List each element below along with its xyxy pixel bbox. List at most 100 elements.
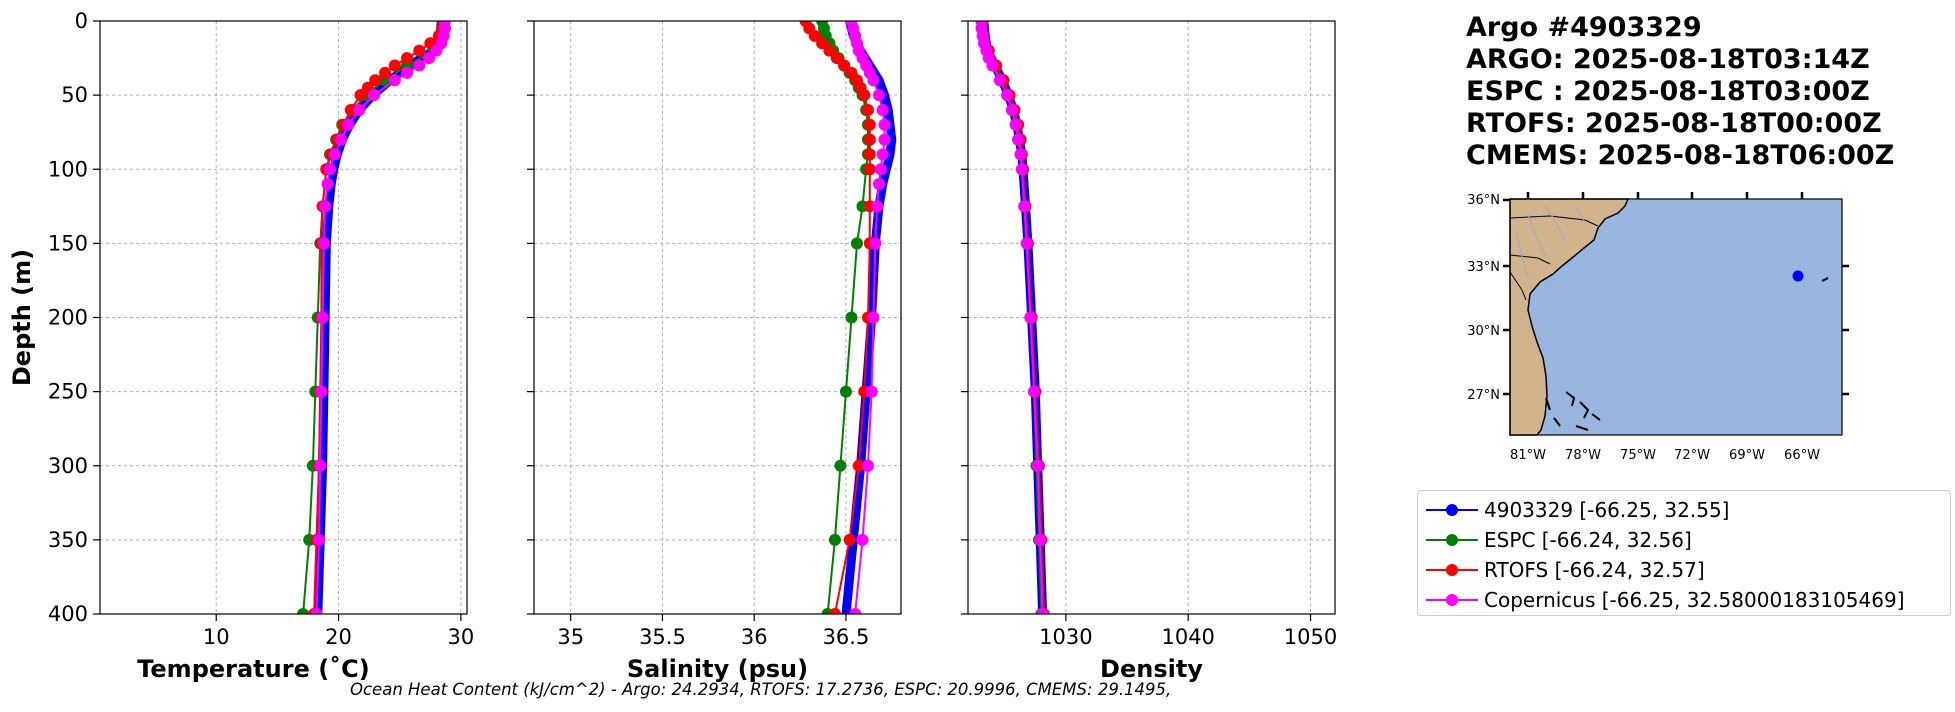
- y-tick-label: 50: [61, 83, 88, 107]
- legend-entry-argo: 4903329 [-66.25, 32.55]: [1418, 495, 1950, 525]
- legend-entry-cmems: Copernicus [-66.25, 32.58000183105469]: [1418, 585, 1950, 615]
- data-point-cmems: [319, 200, 332, 213]
- y-axis-label: Depth (m): [8, 249, 36, 386]
- y-tick-label: 100: [48, 157, 88, 181]
- rtofs-time: RTOFS: 2025-08-18T00:00Z: [1466, 108, 1882, 139]
- data-point-cmems: [316, 311, 329, 324]
- y-tick-label: 200: [48, 306, 88, 330]
- data-point-cmems: [878, 133, 891, 146]
- legend-entry-espc: ESPC [-66.24, 32.56]: [1418, 525, 1950, 555]
- x-tick-label: 35.5: [639, 625, 686, 649]
- legend-label-argo: 4903329 [-66.25, 32.55]: [1484, 498, 1730, 522]
- data-point-cmems: [310, 608, 323, 614]
- data-point-rtofs: [379, 66, 392, 79]
- x-tick-label: 36.5: [823, 625, 870, 649]
- map-lon-label: 75°W: [1620, 448, 1656, 463]
- map-lon-label: 72°W: [1674, 448, 1710, 463]
- data-point-cmems: [342, 118, 355, 131]
- series-group: [297, 21, 451, 614]
- data-point-cmems: [388, 74, 401, 87]
- espc-time: ESPC : 2025-08-18T03:00Z: [1466, 76, 1870, 107]
- cmems-time: CMEMS: 2025-08-18T06:00Z: [1466, 140, 1895, 171]
- y-tick-label: 350: [48, 528, 88, 552]
- data-point-cmems: [856, 533, 869, 546]
- y-tick-label: 150: [48, 231, 88, 255]
- data-point-cmems: [430, 44, 443, 57]
- data-point-rtofs: [830, 52, 843, 65]
- data-point-rtofs: [354, 89, 367, 102]
- data-point-cmems: [876, 148, 889, 161]
- map-lat-label: 27°N: [1467, 388, 1500, 403]
- data-point-cmems: [849, 608, 862, 614]
- data-point-rtofs: [858, 89, 871, 102]
- data-point-cmems: [872, 178, 885, 191]
- data-point-cmems: [869, 237, 882, 250]
- data-point-cmems: [1020, 237, 1033, 250]
- data-point-espc: [828, 533, 841, 546]
- data-point-cmems: [423, 52, 436, 65]
- data-point-cmems: [1031, 459, 1044, 472]
- profile-panel: 0 50 100 150 200 250 300 350 400 10 20 30 Temperatur…: [8, 9, 474, 683]
- data-point-cmems: [312, 533, 325, 546]
- data-point-cmems: [867, 311, 880, 324]
- data-point-rtofs: [852, 459, 865, 472]
- data-point-rtofs: [413, 44, 426, 57]
- map-lon-label: 69°W: [1729, 448, 1765, 463]
- legend-swatch-rtofs: [1426, 564, 1478, 576]
- x-tick-label: 20: [325, 625, 352, 649]
- data-point-cmems: [368, 89, 381, 102]
- x-axis-label: Density: [1100, 655, 1203, 683]
- legend: 4903329 [-66.25, 32.55] ESPC [-66.24, 32…: [1417, 490, 1951, 616]
- data-point-cmems: [1036, 608, 1049, 614]
- map-lon-label: 78°W: [1565, 448, 1601, 463]
- data-point-rtofs: [863, 163, 876, 176]
- x-tick-label: 30: [448, 625, 475, 649]
- legend-label-espc: ESPC [-66.24, 32.56]: [1484, 528, 1692, 552]
- float-info: Argo #4903329 ARGO: 2025-08-18T03:14Z ES…: [1466, 12, 1894, 172]
- float-title: Argo #4903329: [1466, 12, 1702, 43]
- data-point-rtofs: [816, 37, 829, 50]
- series-group: [799, 21, 897, 614]
- data-point-rtofs: [828, 608, 841, 614]
- map-land: [1509, 198, 1630, 436]
- data-point-rtofs: [863, 133, 876, 146]
- x-tick-label: 1040: [1161, 625, 1214, 649]
- map-state-border: [1509, 215, 1599, 301]
- data-point-cmems: [413, 59, 426, 72]
- data-point-cmems: [1012, 133, 1025, 146]
- legend-swatch-argo: [1426, 504, 1478, 516]
- data-point-espc: [839, 385, 852, 398]
- x-tick-label: 35: [557, 625, 584, 649]
- data-point-cmems: [328, 148, 341, 161]
- data-point-cmems: [1024, 311, 1037, 324]
- x-tick-label: 1050: [1284, 625, 1337, 649]
- legend-swatch-espc: [1426, 534, 1478, 546]
- data-point-cmems: [876, 103, 889, 116]
- y-tick-label: 300: [48, 454, 88, 478]
- map-lat-label: 30°N: [1467, 324, 1500, 339]
- profile-panels: 0 50 100 150 200 250 300 350 400 10 20 30 Temperatur…: [8, 9, 1337, 683]
- ohc-caption: Ocean Heat Content (kJ/cm^2) - Argo: 24.…: [350, 680, 1172, 699]
- data-point-cmems: [321, 178, 334, 191]
- y-tick-label: 250: [48, 380, 88, 404]
- x-tick-label: 1030: [1039, 625, 1092, 649]
- data-point-cmems: [1018, 200, 1031, 213]
- data-point-cmems: [1001, 89, 1014, 102]
- data-point-cmems: [1034, 533, 1047, 546]
- map-lon-label: 66°W: [1784, 448, 1820, 463]
- data-point-cmems: [334, 133, 347, 146]
- argo-location-marker: [1792, 270, 1804, 282]
- legend-label-rtofs: RTOFS [-66.24, 32.57]: [1484, 558, 1705, 582]
- data-point-cmems: [872, 89, 885, 102]
- data-point-cmems: [401, 66, 414, 79]
- data-point-cmems: [871, 200, 884, 213]
- data-point-espc: [297, 608, 310, 614]
- data-point-rtofs: [861, 103, 874, 116]
- data-point-cmems: [1006, 103, 1019, 116]
- data-point-rtofs: [808, 29, 821, 42]
- data-point-rtofs: [863, 118, 876, 131]
- legend-swatch-cmems: [1426, 594, 1478, 606]
- data-point-rtofs: [369, 74, 382, 87]
- map-bahamas: [1545, 391, 1601, 431]
